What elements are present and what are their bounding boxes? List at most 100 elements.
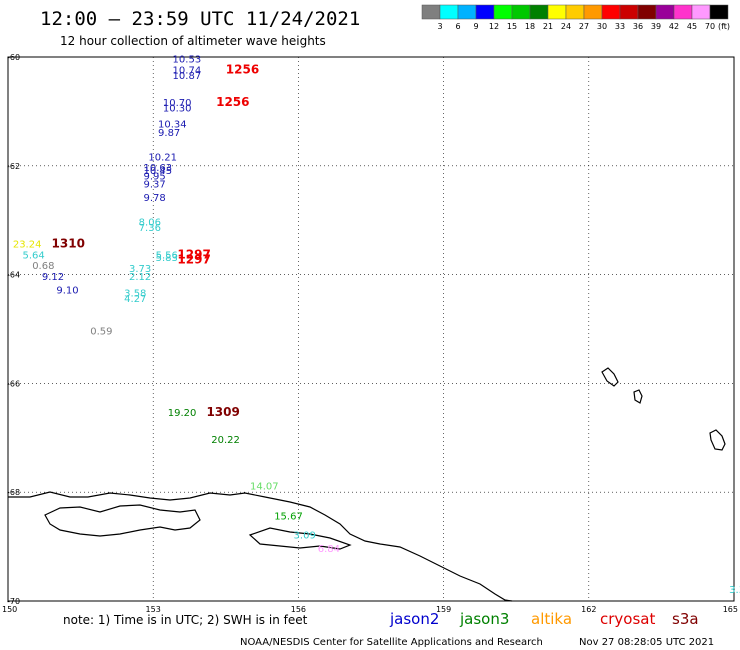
legend-swatch xyxy=(691,4,711,20)
pass-time-label: 1256 xyxy=(226,62,259,76)
axis-ticks: 150 153 156 159 162 165 -60 -62 -64 -66 -68 -70 xyxy=(2,53,738,614)
legend-tick: 6 xyxy=(455,22,460,31)
wave-height-label: 2.12 xyxy=(129,272,151,283)
chart-subtitle: 12 hour collection of altimeter wave hei… xyxy=(60,34,326,48)
wave-height-label: 8.06 xyxy=(139,218,161,229)
legend-swatch xyxy=(673,4,693,20)
pass-time-label: 1309 xyxy=(206,405,239,419)
wave-height-label: 19.20 xyxy=(168,408,197,419)
wave-height-label: 9.95 xyxy=(144,171,166,182)
legend-swatch xyxy=(547,4,567,20)
legend-swatch xyxy=(493,4,513,20)
island-3 xyxy=(709,429,726,451)
legend-swatch xyxy=(421,4,441,20)
legend-tick: 12 xyxy=(489,22,499,31)
wave-height-label: 10.70 xyxy=(163,98,192,109)
legend-swatch xyxy=(619,4,639,20)
wave-height-label: 9.10 xyxy=(56,286,78,297)
observations: 10.5310.7410.8710.7010.3010.349.8710.211… xyxy=(13,54,740,595)
color-legend: 3 6 9 12 15 18 21 24 27 30 33 36 39 42 45 70 (ft) xyxy=(421,4,730,31)
legend-swatch xyxy=(601,4,621,20)
legend-tick: 24 xyxy=(561,22,571,31)
satellite-name: jason3 xyxy=(459,610,509,628)
wave-height-label: 9.87 xyxy=(158,128,180,139)
grid-lines xyxy=(8,57,734,601)
wave-height-label: 3.73 xyxy=(129,264,151,275)
footnote: note: 1) Time is in UTC; 2) SWH is in fe… xyxy=(63,613,308,627)
wave-height-label: 10.34 xyxy=(158,120,187,131)
legend-swatch xyxy=(439,4,459,20)
legend-swatch xyxy=(637,4,657,20)
wave-height-label: 5.56 xyxy=(156,250,178,261)
island-1 xyxy=(601,367,619,387)
timestamp: Nov 27 08:28:05 UTC 2021 xyxy=(579,637,714,648)
legend-tick: 15 xyxy=(507,22,517,31)
legend-tick: 33 xyxy=(615,22,625,31)
wave-height-label: 9.37 xyxy=(144,180,166,191)
legend-swatch xyxy=(475,4,495,20)
x-tick-label: 162 xyxy=(581,605,596,614)
x-tick-label: 156 xyxy=(291,605,306,614)
ice-shelf-outline xyxy=(44,504,201,537)
wave-height-label: 10.53 xyxy=(173,54,202,65)
bay-outline xyxy=(248,527,352,550)
legend-tick: 18 xyxy=(525,22,535,31)
satellite-legend: jason2 jason3 altika cryosat s3a xyxy=(389,610,699,628)
wave-height-label: 7.36 xyxy=(139,223,161,234)
legend-tick: 70 xyxy=(705,22,715,31)
pass-time-label: 1297 xyxy=(177,247,210,261)
x-tick-label: 153 xyxy=(146,605,161,614)
legend-swatch xyxy=(583,4,603,20)
wave-height-label: 0.68 xyxy=(32,261,54,272)
y-tick-label: -68 xyxy=(7,488,20,497)
y-tick-label: -66 xyxy=(7,379,20,388)
wave-height-label: 10.63 xyxy=(144,163,173,174)
legend-tick: 9 xyxy=(473,22,478,31)
wave-height-label: 6.84 xyxy=(318,544,340,555)
legend-swatch xyxy=(709,4,729,20)
wave-height-label: 10.30 xyxy=(163,103,192,114)
wave-height-label: 10.45 xyxy=(144,166,173,177)
wave-height-label: 14.07 xyxy=(250,481,279,492)
wave-height-label: 23.24 xyxy=(13,239,42,250)
antarctic-coastline xyxy=(8,491,513,602)
satellite-name: s3a xyxy=(672,610,699,628)
y-tick-label: -64 xyxy=(7,271,20,280)
chart-title: 12:00 – 23:59 UTC 11/24/2021 xyxy=(40,8,360,30)
wave-height-label: 20.22 xyxy=(211,435,240,446)
satellite-name: altika xyxy=(531,610,572,628)
island-2 xyxy=(633,389,643,404)
plot-area: 150 153 156 159 162 165 -60 -62 -64 -66 -68 -70 10.… xyxy=(2,53,740,614)
legend-tick: 36 xyxy=(633,22,643,31)
x-tick-label: 159 xyxy=(436,605,451,614)
y-tick-label: -60 xyxy=(7,53,20,62)
legend-tick: 45 xyxy=(687,22,697,31)
legend-tick: 39 xyxy=(651,22,661,31)
wave-height-label: 3.58 xyxy=(124,288,146,299)
wave-height-label: 9.12 xyxy=(42,272,64,283)
legend-swatch xyxy=(529,4,549,20)
legend-swatch xyxy=(655,4,675,20)
y-tick-label: -70 xyxy=(7,597,20,606)
legend-swatch xyxy=(511,4,531,20)
wave-height-label: 3.3 xyxy=(729,585,740,596)
wave-height-label: 10.21 xyxy=(148,152,177,163)
coastline xyxy=(8,367,726,602)
x-tick-label: 150 xyxy=(2,605,17,614)
legend-unit: (ft) xyxy=(718,22,730,31)
legend-tick: 21 xyxy=(543,22,553,31)
y-tick-label: -62 xyxy=(7,162,20,171)
wave-height-label: 9.78 xyxy=(144,193,166,204)
pass-time-label: 1310 xyxy=(52,236,85,250)
wave-height-label: 5.64 xyxy=(23,250,45,261)
satellite-name: jason2 xyxy=(389,610,439,628)
wave-height-label: 10.87 xyxy=(173,71,202,82)
legend-tick: 30 xyxy=(597,22,607,31)
legend-tick: 42 xyxy=(669,22,679,31)
legend-tick: 3 xyxy=(437,22,442,31)
credit-line: NOAA/NESDIS Center for Satellite Applica… xyxy=(240,637,543,648)
wave-height-label: 15.67 xyxy=(274,511,303,522)
plot-frame xyxy=(7,56,735,602)
pass-time-label: 1297 xyxy=(177,253,210,267)
